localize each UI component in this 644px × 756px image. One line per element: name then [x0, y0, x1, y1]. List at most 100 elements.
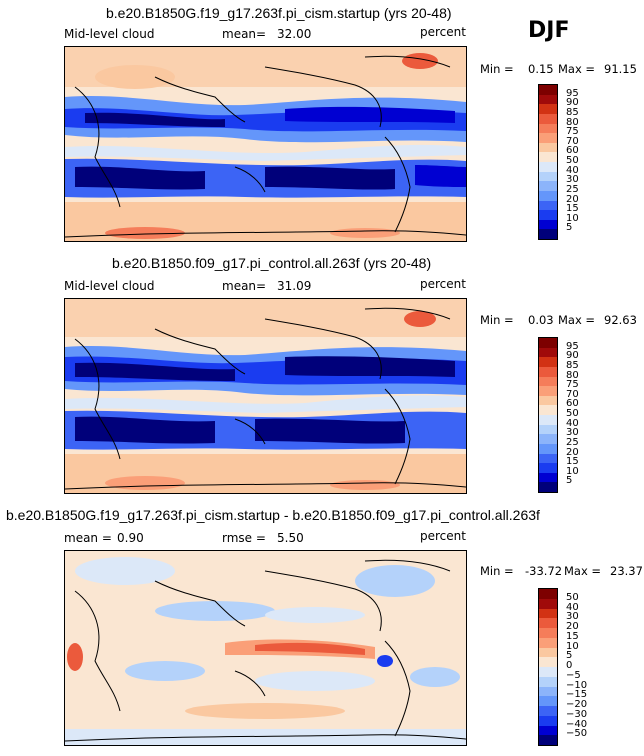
colorbar-swatch	[539, 735, 557, 745]
panel3-mean-value: 0.90	[117, 531, 144, 545]
colorbar-tick-label: 40	[566, 601, 579, 613]
colorbar-tick-label: 15	[566, 630, 579, 642]
colorbar-tick-label: 25	[566, 436, 579, 448]
colorbar-swatch	[539, 85, 557, 95]
colorbar-swatch	[539, 395, 557, 406]
colorbar-swatch	[539, 725, 557, 736]
colorbar-tick-label: 5	[566, 222, 573, 234]
colorbar-swatch	[539, 434, 557, 444]
colorbar-swatch	[539, 142, 557, 153]
panel2-map	[64, 298, 467, 494]
panel3-rmse-value: 5.50	[277, 531, 304, 545]
panel2-max-label: Max =	[558, 313, 596, 327]
colorbar-swatch	[539, 589, 557, 599]
colorbar-tick-label: 20	[566, 193, 579, 205]
colorbar-swatch	[539, 181, 557, 191]
colorbar-swatch	[539, 386, 557, 396]
panel2-units: percent	[420, 277, 466, 291]
panel3-rmse-label: rmse =	[222, 531, 266, 545]
season-label: DJF	[528, 18, 570, 43]
colorbar-tick-label: 40	[566, 417, 579, 429]
colorbar-tick-label: 20	[566, 621, 579, 632]
colorbar-tick-label: 15	[566, 203, 579, 215]
colorbar-swatch	[539, 104, 557, 114]
panel1-title: b.e20.B1850G.f19_g17.263f.pi_cism.startu…	[106, 5, 452, 21]
colorbar-tick-label: −15	[566, 689, 588, 701]
colorbar-tick-label: −30	[566, 708, 588, 720]
panel3-max-value: 23.37	[610, 564, 643, 578]
colorbar-swatch	[539, 338, 557, 348]
colorbar-tick-label: 5	[566, 475, 573, 487]
colorbar-tick-label: 25	[566, 183, 579, 195]
colorbar-tick-label: 95	[566, 87, 579, 99]
panel3-min-value: -33.72	[525, 564, 563, 578]
colorbar-tick-label: 80	[566, 369, 579, 381]
panel1-min-label: Min =	[480, 62, 514, 76]
colorbar-tick-label: 85	[566, 359, 579, 371]
colorbar-swatch	[539, 200, 557, 211]
colorbar-tick-label: 10	[566, 640, 579, 652]
colorbar-swatch	[539, 152, 557, 162]
colorbar-tick-label: 80	[566, 116, 579, 128]
colorbar-tick-label: 70	[566, 135, 579, 147]
colorbar-swatch	[539, 608, 557, 619]
colorbar-tick-label: 90	[566, 97, 579, 109]
colorbar-tick-label: 75	[566, 126, 579, 138]
colorbar-tick-label: 70	[566, 388, 579, 400]
colorbar-tick-label: 30	[566, 174, 579, 186]
colorbar-swatch	[539, 123, 557, 134]
colorbar-tick-label: 5	[566, 650, 573, 662]
colorbar-swatch	[539, 415, 557, 425]
colorbar-tick-label: −40	[566, 718, 588, 730]
panel3-units: percent	[420, 529, 466, 543]
colorbar-tick-label: 60	[566, 145, 579, 157]
colorbar-swatch	[539, 676, 557, 687]
panel1-map	[64, 46, 467, 242]
colorbar-tick-label: 50	[566, 408, 579, 419]
colorbar-tick-label: 90	[566, 350, 579, 362]
panel2-title: b.e20.B1850.f09_g17.pi_control.all.263f …	[112, 255, 432, 271]
panel1-mean-value: 32.00	[277, 27, 312, 41]
colorbar-swatch	[539, 366, 557, 377]
colorbar-swatch	[539, 618, 557, 628]
colorbar-swatch	[539, 453, 557, 464]
colorbar-swatch	[539, 162, 557, 172]
colorbar-swatch	[539, 133, 557, 143]
colorbar-tick-label: −20	[566, 699, 588, 710]
panel2-max-value: 92.63	[604, 313, 637, 327]
colorbar-swatch	[539, 706, 557, 716]
colorbar-swatch	[539, 376, 557, 387]
panel2-min-value: 0.03	[528, 313, 554, 327]
panel3-mean-label: mean =	[64, 531, 112, 545]
colorbar-swatch	[539, 219, 557, 230]
colorbar-swatch	[539, 190, 557, 201]
panel1-max-label: Max =	[558, 62, 596, 76]
colorbar-swatch	[539, 229, 557, 239]
colorbar-tick-label: 30	[566, 611, 579, 623]
colorbar-swatch	[539, 171, 557, 182]
panel1-variable: Mid-level cloud	[64, 27, 155, 41]
colorbar-tick-label: 10	[566, 212, 579, 224]
colorbar-swatch	[539, 443, 557, 454]
colorbar-swatch	[539, 424, 557, 435]
panel2-mean-value: 31.09	[277, 279, 312, 293]
colorbar-swatch	[539, 482, 557, 492]
colorbar-tick-label: 20	[566, 446, 579, 458]
colorbar-tick-label: 40	[566, 164, 579, 176]
colorbar-tick-label: −10	[566, 679, 588, 691]
panel2-min-label: Min =	[480, 313, 514, 327]
colorbar-swatch	[539, 628, 557, 638]
colorbar-tick-label: 50	[566, 591, 579, 603]
colorbar-swatch	[539, 113, 557, 124]
colorbar-swatch	[539, 637, 557, 648]
colorbar-tick-label: 30	[566, 427, 579, 439]
colorbar-tick-label: −50	[566, 728, 588, 740]
colorbar-tick-label: 95	[566, 340, 579, 352]
panel2-variable: Mid-level cloud	[64, 279, 155, 293]
colorbar-swatch	[539, 357, 557, 367]
colorbar-swatch	[539, 210, 557, 220]
colorbar-tick-label: −5	[566, 669, 581, 681]
panel2-colorbar	[538, 337, 558, 493]
colorbar-swatch	[539, 686, 557, 697]
colorbar-tick-label: 85	[566, 106, 579, 118]
